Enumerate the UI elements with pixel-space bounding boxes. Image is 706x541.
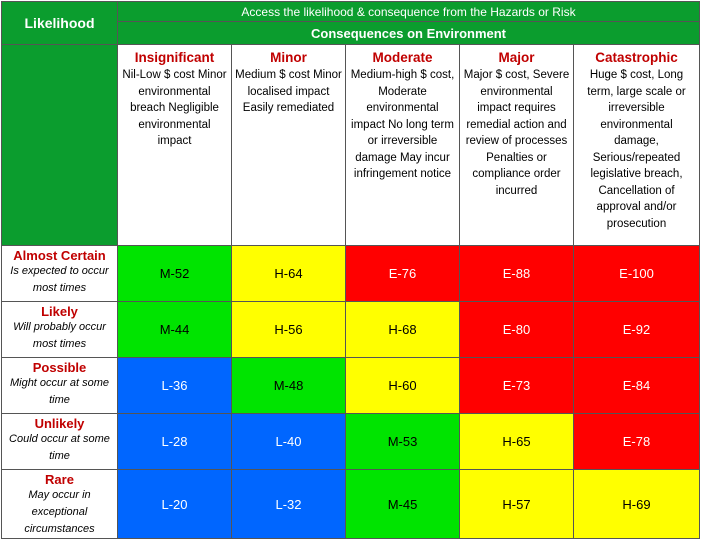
row-description: May occur in exceptional circumstances bbox=[24, 489, 95, 535]
risk-cell: E-92 bbox=[572, 301, 701, 358]
risk-cell: M-53 bbox=[345, 413, 460, 470]
risk-cell: L-40 bbox=[231, 413, 346, 470]
risk-cell: H-68 bbox=[345, 301, 460, 358]
likelihood-header-spacer bbox=[1, 44, 118, 246]
column-header-major: Major Major $ cost, Severe environmental… bbox=[459, 44, 574, 246]
consequence-columns-row: Insignificant Nil-Low $ cost Minor envir… bbox=[1, 44, 701, 246]
likelihood-header: Likelihood bbox=[1, 1, 118, 45]
row-unlikely: Unlikely Could occur at some time L-28 L… bbox=[1, 413, 701, 470]
header-row-intro: Likelihood Access the likelihood & conse… bbox=[1, 1, 701, 45]
risk-cell: L-36 bbox=[117, 357, 232, 414]
risk-cell: M-52 bbox=[117, 245, 232, 302]
risk-cell: E-78 bbox=[572, 413, 701, 470]
column-title: Catastrophic bbox=[595, 50, 678, 65]
column-description: Huge $ cost, Long term, large scale or i… bbox=[587, 69, 686, 230]
row-title: Unlikely bbox=[34, 416, 85, 431]
row-header-possible: Possible Might occur at some time bbox=[1, 357, 118, 414]
risk-cell: L-32 bbox=[231, 469, 346, 539]
risk-cell: E-84 bbox=[572, 357, 701, 414]
row-header-almost-certain: Almost Certain Is expected to occur most… bbox=[1, 245, 118, 302]
risk-cell: L-28 bbox=[117, 413, 232, 470]
row-header-likely: Likely Will probably occur most times bbox=[1, 301, 118, 358]
risk-cell: M-44 bbox=[117, 301, 232, 358]
row-description: Is expected to occur most times bbox=[10, 265, 109, 294]
risk-cell: L-20 bbox=[117, 469, 232, 539]
risk-cell: E-76 bbox=[345, 245, 460, 302]
risk-cell: H-60 bbox=[345, 357, 460, 414]
column-description: Medium-high $ cost, Moderate environment… bbox=[350, 69, 455, 180]
risk-cell: E-88 bbox=[459, 245, 574, 302]
row-almost-certain: Almost Certain Is expected to occur most… bbox=[1, 245, 701, 302]
column-header-minor: Minor Medium $ cost Minor localised impa… bbox=[231, 44, 346, 246]
column-title: Moderate bbox=[372, 50, 433, 65]
risk-cell: M-48 bbox=[231, 357, 346, 414]
risk-cell: E-73 bbox=[459, 357, 574, 414]
row-title: Likely bbox=[41, 304, 78, 319]
risk-cell: E-80 bbox=[459, 301, 574, 358]
column-description: Medium $ cost Minor localised impact Eas… bbox=[235, 69, 342, 114]
risk-cell: M-45 bbox=[345, 469, 460, 539]
row-header-unlikely: Unlikely Could occur at some time bbox=[1, 413, 118, 470]
column-header-moderate: Moderate Medium-high $ cost, Moderate en… bbox=[345, 44, 460, 246]
row-rare: Rare May occur in exceptional circumstan… bbox=[1, 469, 701, 539]
column-header-insignificant: Insignificant Nil-Low $ cost Minor envir… bbox=[117, 44, 232, 246]
row-title: Rare bbox=[45, 472, 74, 487]
risk-cell: H-65 bbox=[459, 413, 574, 470]
matrix-intro-text: Access the likelihood & consequence from… bbox=[116, 1, 701, 22]
column-header-catastrophic: Catastrophic Huge $ cost, Long term, lar… bbox=[572, 44, 701, 246]
risk-cell: H-56 bbox=[231, 301, 346, 358]
column-description: Nil-Low $ cost Minor environmental breac… bbox=[122, 69, 227, 147]
column-title: Insignificant bbox=[134, 50, 215, 65]
risk-cell: H-57 bbox=[459, 469, 574, 539]
row-description: Could occur at some time bbox=[9, 433, 110, 462]
row-possible: Possible Might occur at some time L-36 M… bbox=[1, 357, 701, 414]
row-description: Might occur at some time bbox=[9, 377, 110, 406]
risk-cell: E-100 bbox=[572, 245, 701, 302]
column-title: Minor bbox=[270, 50, 307, 65]
row-description: Will probably occur most times bbox=[13, 321, 106, 350]
column-description: Major $ cost, Severe environmental impac… bbox=[463, 69, 570, 197]
risk-cell: H-69 bbox=[572, 469, 701, 539]
column-title: Major bbox=[498, 50, 535, 65]
risk-cell: H-64 bbox=[231, 245, 346, 302]
row-title: Possible bbox=[32, 360, 87, 375]
consequences-title: Consequences on Environment bbox=[116, 21, 701, 45]
row-header-rare: Rare May occur in exceptional circumstan… bbox=[1, 469, 118, 539]
header-row-title: Consequences on Environment bbox=[2, 21, 701, 45]
row-likely: Likely Will probably occur most times M-… bbox=[1, 301, 701, 358]
row-title: Almost Certain bbox=[13, 248, 106, 263]
